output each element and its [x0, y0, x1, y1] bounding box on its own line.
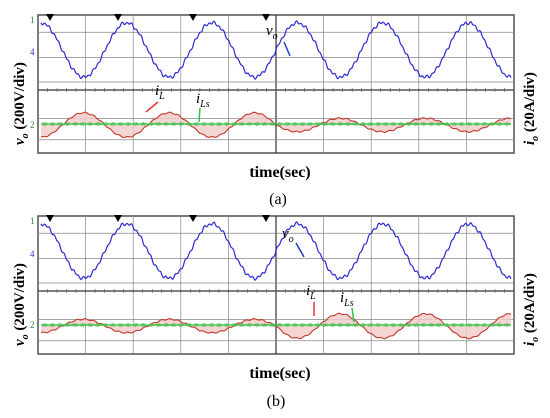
annotation-iL-b: iL	[306, 283, 316, 302]
panel-a: 1 4 2 vo iL iLs vo (200V/div) io (20A/di…	[12, 14, 541, 208]
annotation-vo-b: vo	[282, 226, 294, 245]
xlabel-b: time(sec)	[249, 365, 310, 382]
channel-marker-1-a: 1	[30, 15, 35, 25]
ticks-b	[37, 215, 515, 293]
trace-vo-a	[40, 20, 512, 80]
ylabel-right-a: io (20A/div)	[522, 72, 541, 145]
trace-iL-a	[40, 111, 512, 139]
trigger-marker	[114, 14, 122, 21]
trigger-marker	[262, 215, 270, 222]
trigger-marker	[262, 14, 270, 21]
panel-b: 1 4 2 vo iL iLs vo (200V/div) io (20A/di…	[12, 215, 541, 410]
annotation-iL-a: iL	[155, 83, 165, 102]
trigger-marker	[114, 215, 122, 222]
channel-marker-2-b: 2	[30, 320, 35, 330]
panel-label-a: (a)	[269, 191, 287, 208]
traces-a	[40, 20, 512, 139]
channel-marker-4-b: 4	[30, 249, 35, 259]
grid-b	[38, 216, 514, 354]
arrow-vo-a	[283, 41, 291, 57]
channel-marker-2-a: 2	[30, 120, 35, 130]
channel-marker-4-a: 4	[30, 47, 35, 57]
arrow-iL-a	[145, 101, 159, 113]
ylabel-left-a: vo (200V/div)	[12, 62, 31, 145]
trace-iL-b	[40, 312, 512, 340]
ylabel-right-b: io (20A/div)	[522, 273, 541, 346]
trigger-marker	[46, 14, 54, 21]
annotation-vo-a: vo	[266, 23, 278, 42]
arrow-vo-b	[295, 242, 305, 258]
trace-iLs-a	[40, 121, 512, 127]
trigger-marker	[46, 215, 54, 222]
arrow-iLs-b	[351, 307, 355, 323]
shade-iL-a	[41, 112, 511, 138]
trace-vo-b	[40, 221, 512, 281]
ticks-a	[37, 14, 515, 92]
channel-marker-1-b: 1	[30, 216, 35, 226]
panel-label-b: (b)	[267, 393, 286, 410]
trace-iLs-b	[40, 322, 512, 328]
ylabel-left-b: vo (200V/div)	[12, 263, 31, 346]
grid-a	[38, 15, 514, 153]
xlabel-a: time(sec)	[249, 164, 310, 181]
traces-b	[40, 221, 512, 340]
trigger-marker	[189, 14, 197, 21]
trigger-marker	[189, 215, 197, 222]
arrow-iLs-a	[198, 107, 201, 123]
